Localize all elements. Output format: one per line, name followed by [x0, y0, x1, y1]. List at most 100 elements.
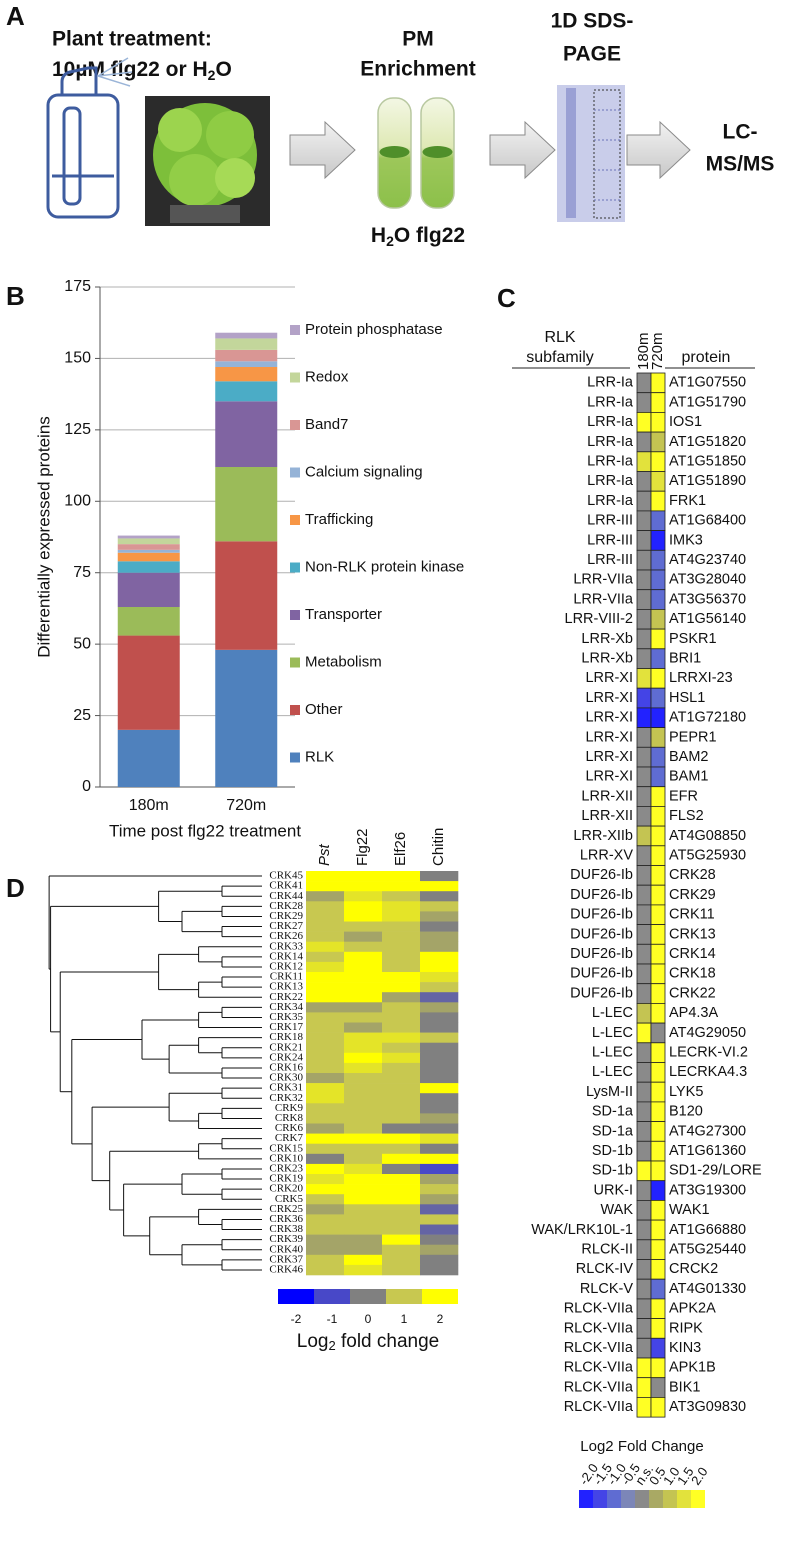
heatmap-cell	[382, 1153, 421, 1165]
row-label: CRK13	[669, 926, 716, 942]
arrow	[489, 120, 556, 180]
heatmap-cell	[650, 1200, 666, 1221]
heatmap-cell	[306, 1234, 345, 1245]
row-label: CRK39	[269, 1233, 303, 1245]
row-group-title: RLK	[544, 329, 575, 346]
heatmap-cell	[382, 891, 421, 902]
heatmap-cell	[420, 1022, 459, 1033]
row-group-label: LRR-XV	[580, 847, 634, 863]
heatmap-cell	[306, 1224, 345, 1235]
legend-label: Trafficking	[305, 511, 373, 528]
colorbar-title: Log2 fold change	[297, 1331, 439, 1353]
heatmap-cell	[420, 921, 459, 932]
heatmap-cell	[636, 431, 652, 453]
heatmap-cell	[650, 372, 666, 394]
heatmap-cell	[306, 1133, 345, 1144]
heatmap-cell	[382, 901, 421, 912]
row-label: LECRKA4.3	[669, 1064, 747, 1080]
row-label: CRK17	[269, 1021, 303, 1033]
heatmap-cell	[306, 1194, 345, 1205]
heatmap-cell	[382, 1032, 421, 1043]
row-label: CRK26	[269, 930, 303, 942]
row-group-label: L-LEC	[592, 1025, 633, 1041]
heatmap-cell	[650, 1397, 666, 1418]
row-label: CRK7	[275, 1132, 304, 1144]
row-label: AT3G09830	[669, 1399, 746, 1415]
heatmap-cell	[420, 941, 459, 953]
heatmap-cell	[344, 1204, 383, 1215]
row-label: CRK35	[269, 1011, 303, 1023]
heatmap-cell	[650, 1003, 666, 1024]
heatmap-cell	[650, 589, 666, 610]
row-label: AT1G72180	[669, 710, 746, 726]
colorbar-cell	[593, 1490, 607, 1508]
step-title: MS/MS	[706, 153, 775, 176]
heatmap-cell	[636, 549, 652, 571]
row-group-label: LRR-XII	[581, 788, 633, 804]
heatmap-cell	[382, 1204, 421, 1215]
heatmap-cell	[650, 943, 666, 965]
row-label: AT1G56140	[669, 611, 746, 627]
column-header: 720m	[649, 332, 666, 370]
column-header: 180m	[635, 332, 652, 370]
row-group-label: RLCK-VIIa	[564, 1320, 634, 1336]
heatmap-cell	[650, 1377, 666, 1398]
heatmap-cell	[306, 1123, 345, 1134]
colorbar-label: -1	[327, 1312, 338, 1326]
tubes	[377, 97, 455, 209]
heatmap-cell	[344, 1214, 383, 1225]
heatmap-cell	[636, 1357, 652, 1379]
heatmap-cell	[636, 707, 652, 729]
row-label: CRK15	[269, 1142, 303, 1154]
legend-label: Other	[305, 701, 343, 718]
row-label: CRK8	[275, 1112, 304, 1124]
row-label: WAK1	[669, 1202, 710, 1218]
heatmap-cell	[306, 1153, 345, 1165]
heatmap-cell	[306, 1093, 345, 1104]
heatmap-cell	[382, 911, 421, 922]
heatmap-cell	[306, 911, 345, 922]
row-label: IOS1	[669, 414, 702, 430]
row-label: CRK10	[269, 1152, 303, 1164]
heatmap-cell	[306, 1022, 345, 1033]
panel-label: A	[6, 1, 25, 31]
y-tick-label: 175	[64, 278, 91, 295]
heatmap-cell	[636, 471, 652, 492]
heatmap-cell	[650, 1140, 666, 1162]
heatmap-cell	[650, 668, 666, 689]
heatmap-cell	[344, 941, 383, 953]
heatmap-cell	[636, 510, 652, 531]
heatmap-cell	[420, 961, 459, 973]
heatmap-cell	[382, 1133, 421, 1144]
heatmap-cell	[420, 1143, 459, 1155]
row-label: CRK33	[269, 940, 303, 952]
y-tick-label: 50	[73, 635, 91, 652]
heatmap-cell	[306, 951, 345, 963]
heatmap-cell	[636, 1377, 652, 1398]
heatmap-cell	[382, 1184, 421, 1195]
heatmap-cell	[650, 825, 666, 847]
heatmap-cell	[306, 1062, 345, 1074]
heatmap-cell	[306, 891, 345, 902]
colorbar-cell	[350, 1289, 386, 1304]
heatmap-cell	[636, 1318, 652, 1339]
colorbar-cell	[691, 1490, 705, 1508]
row-label: BAM1	[669, 769, 709, 785]
heatmap-cell	[344, 1123, 383, 1134]
heatmap-cell	[420, 951, 459, 963]
heatmap-cell	[306, 1083, 345, 1094]
heatmap-cell	[382, 972, 421, 983]
row-label: FLS2	[669, 808, 704, 824]
heatmap-cell	[344, 1234, 383, 1245]
heatmap-cell	[636, 1298, 652, 1320]
heatmap-cell	[306, 1103, 345, 1114]
heatmap-cell	[306, 1163, 345, 1175]
heatmap-cell	[650, 1101, 666, 1123]
row-group-label: LRR-Xb	[581, 631, 633, 647]
row-label: CRK20	[269, 1183, 303, 1195]
heatmap-cell	[306, 881, 345, 892]
heatmap-cell	[344, 1103, 383, 1114]
row-group-label: LysM-II	[586, 1084, 633, 1100]
heatmap-cell	[650, 865, 666, 886]
row-label: CRK12	[269, 960, 303, 972]
